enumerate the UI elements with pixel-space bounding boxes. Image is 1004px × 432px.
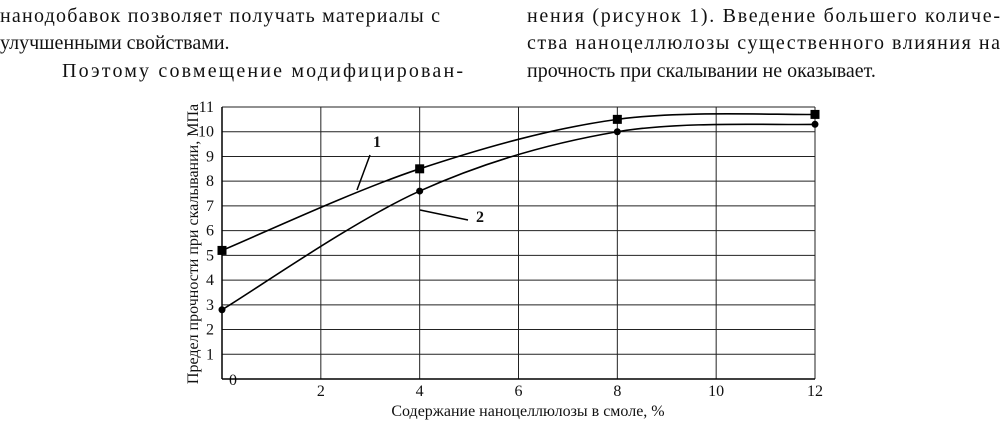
marker [612,114,622,124]
y-tick-label: 0 [229,372,237,389]
paragraph-line: нения (рисунок 1). Введение большего кол… [527,5,1000,27]
leader-line [356,154,371,191]
marker [811,120,819,128]
marker [415,164,425,174]
paragraph-line: улучшенными свойствами. [0,32,230,54]
series-label: 1 [373,134,381,151]
data-line [221,123,816,311]
y-tick-label: 1 [206,346,214,363]
paragraph-line: Поэтому совмещение модифицирован- [62,60,463,82]
y-tick-label: 8 [206,173,214,190]
leader-line [419,209,469,221]
x-axis-label: Содержание наноцеллюлозы в смоле, % [391,403,664,420]
x-tick-label: 8 [613,383,621,400]
y-tick-label: 5 [206,247,214,264]
data-line [221,113,816,252]
marker [810,109,820,119]
marker [416,187,424,195]
marker [217,245,227,255]
y-tick-label: 11 [199,99,214,116]
marker [613,128,621,136]
paragraph-line: ства наноцеллюлозы существенного влияния… [527,32,1000,54]
y-tick-label: 9 [206,148,214,165]
y-tick-label: 10 [198,124,214,141]
y-axis-label: Предел прочности при скалывании, МПа [185,104,202,384]
series-label: 2 [476,209,484,226]
x-tick-label: 12 [807,383,823,400]
paragraph-line: нанодобавок позволяет получать материалы… [0,5,440,27]
x-tick-label: 10 [708,383,724,400]
paragraph-line: прочность при скалывании не оказывает. [527,60,876,82]
y-tick-label: 6 [206,223,214,240]
marker [218,306,226,314]
y-tick-label: 7 [206,198,214,215]
y-tick-label: 3 [206,297,214,314]
x-tick-label: 6 [515,383,523,400]
x-tick-label: 2 [317,383,325,400]
y-tick-label: 2 [206,322,214,339]
y-tick-label: 4 [206,272,214,289]
x-tick-label: 4 [416,383,424,400]
